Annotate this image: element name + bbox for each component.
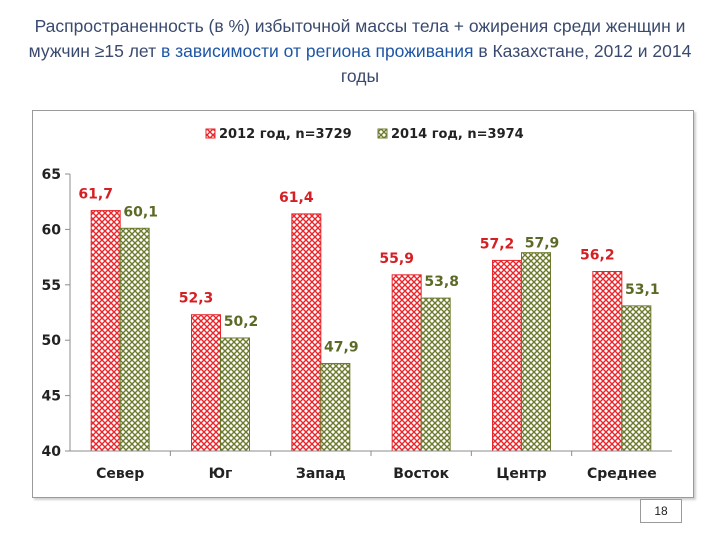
y-tick-label: 40: [42, 444, 62, 460]
y-tick-label: 50: [42, 333, 62, 349]
bar-2014: [320, 362, 351, 452]
title-part-1: Распространенность (в %) избыточной масс…: [28, 16, 686, 61]
x-axis: Север Юг Запад Восток Центр Среднее: [70, 450, 672, 482]
data-label-2012: 56,2: [580, 248, 615, 264]
data-label-2012: 55,9: [379, 251, 414, 267]
y-tick-label: 55: [42, 278, 61, 294]
data-label-2014: 57,9: [525, 236, 560, 252]
page-title: Распространенность (в %) избыточной масс…: [20, 14, 700, 89]
data-label-2014: 53,8: [424, 274, 459, 290]
y-tick-label: 60: [42, 222, 62, 238]
bar-2014: [521, 252, 551, 452]
x-tick-label: Запад: [296, 466, 346, 482]
bar-2014: [220, 337, 250, 452]
bar-2012: [291, 213, 322, 452]
x-tick-label: Восток: [393, 466, 449, 482]
data-label-2014: 60,1: [123, 204, 158, 220]
bar-2014: [420, 297, 451, 452]
y-tick-label: 45: [42, 389, 61, 405]
page-number: 18: [640, 499, 682, 523]
bar-2014: [621, 305, 652, 452]
bar-2012: [391, 274, 422, 452]
data-label-2012: 61,7: [78, 187, 113, 203]
y-tick-label: 65: [42, 167, 61, 183]
x-tick-label: Север: [96, 466, 144, 482]
legend-label-2014: 2014 год, n=3974: [391, 127, 524, 142]
x-tick-label: Центр: [496, 466, 546, 482]
bar-2012: [592, 271, 623, 452]
y-axis: 40 45 50 55 60 65: [42, 167, 71, 460]
data-label-2014: 53,1: [625, 282, 660, 298]
data-label-2014: 50,2: [224, 314, 259, 330]
title-part-3: в Казахстане, 2012 и 2014 годы: [340, 41, 692, 86]
bar-2014: [119, 227, 150, 452]
bar-2012: [492, 259, 522, 452]
legend-swatch-2014: [377, 128, 388, 139]
data-label-2012: 52,3: [179, 291, 214, 307]
data-label-2014: 47,9: [324, 339, 359, 355]
data-label-2012: 61,4: [279, 190, 314, 206]
chart-legend: 2012 год, n=3729 2014 год, n=3974: [205, 127, 524, 142]
x-tick-label: Среднее: [587, 466, 657, 482]
bar-2012: [191, 314, 221, 452]
bar-2012: [90, 210, 121, 452]
legend-swatch-2012: [205, 128, 216, 139]
x-tick-label: Юг: [209, 466, 233, 482]
data-label-2012: 57,2: [480, 236, 515, 252]
bars: 61,7 60,1 52,3 50,2 61,4 47,9 55,9 53,8 57,2 57,9…: [78, 187, 660, 452]
title-part-2: в зависимости от региона проживания: [160, 41, 474, 61]
legend-label-2012: 2012 год, n=3729: [219, 127, 352, 142]
